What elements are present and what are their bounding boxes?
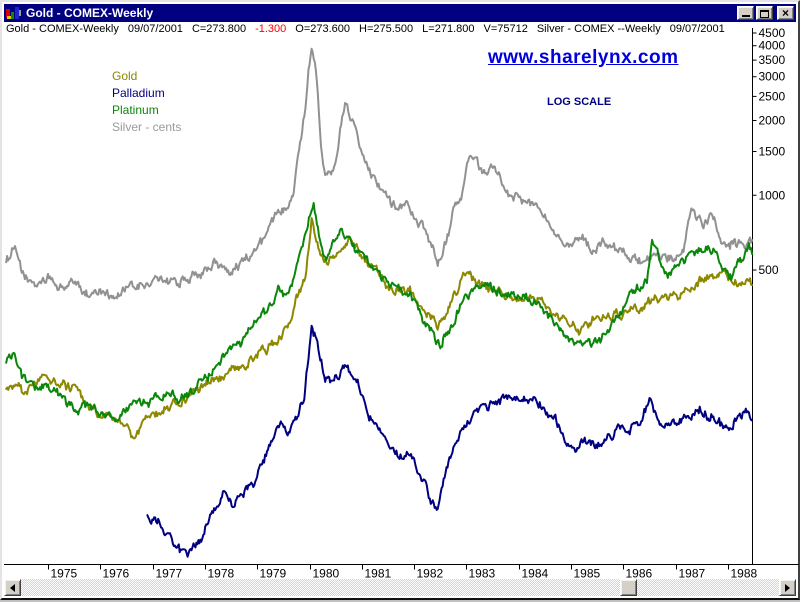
x-axis-label: 1983 (469, 567, 496, 581)
title-bar: Gold - COMEX-Weekly × (4, 4, 796, 22)
y-axis-label: 3500 (759, 53, 786, 67)
x-axis-label: 1981 (365, 567, 392, 581)
info-segment: 09/07/2001 (127, 23, 183, 35)
app-icon (6, 6, 22, 20)
arrow-left-icon (10, 583, 15, 592)
legend-item: Silver - cents (112, 120, 182, 134)
x-axis-label: 1976 (103, 567, 130, 581)
x-axis-label: 1978 (208, 567, 235, 581)
legend-item: Palladium (112, 86, 165, 100)
series-line-gold (5, 217, 754, 440)
x-axis-label: 1984 (522, 567, 549, 581)
scroll-left-button[interactable] (4, 579, 21, 596)
close-icon: × (781, 6, 789, 20)
x-axis-label: 1986 (626, 567, 653, 581)
y-axis-label: 2000 (759, 113, 786, 127)
x-axis-label: 1987 (679, 567, 706, 581)
minimize-button[interactable] (737, 6, 754, 20)
horizontal-scrollbar[interactable] (4, 579, 796, 596)
info-segment: Gold - COMEX-Weekly (6, 23, 119, 35)
y-axis-label: 3000 (759, 70, 786, 84)
series-line-silver-cents (5, 47, 754, 300)
x-axis-label: 1985 (574, 567, 601, 581)
info-segment: Silver - COMEX --Weekly (536, 23, 661, 35)
legend-item: Platinum (112, 103, 159, 117)
x-axis-label: 1982 (417, 567, 444, 581)
y-axis-label: 1500 (759, 145, 786, 159)
x-axis-label: 1975 (51, 567, 78, 581)
sharelynx-link[interactable]: www.sharelynx.com (488, 47, 679, 68)
x-axis-label: 1977 (156, 567, 183, 581)
chart-legend: Gold Palladium Platinum Silver - cents (112, 68, 181, 136)
scrollbar-thumb[interactable] (620, 579, 637, 596)
x-axis-label: 1980 (313, 567, 340, 581)
info-segment: 09/07/2001 (669, 23, 725, 35)
y-axis-label: 4500 (759, 26, 786, 40)
info-segment: -1.300 (255, 23, 287, 35)
info-segment: H=275.500 (359, 23, 414, 35)
window-title: Gold - COMEX-Weekly (26, 6, 154, 20)
info-segment: L=271.800 (422, 23, 475, 35)
x-axis-label: 1979 (260, 567, 287, 581)
y-axis-label: 500 (759, 263, 779, 277)
x-axis-label: 1988 (731, 567, 758, 581)
legend-item: Gold (112, 69, 138, 83)
window-controls: × (737, 6, 794, 20)
arrow-right-icon (785, 583, 790, 592)
minimize-icon (741, 15, 750, 17)
info-segment: O=273.600 (295, 23, 351, 35)
y-axis-label: 1000 (759, 188, 786, 202)
y-axis-label: 2500 (759, 89, 786, 103)
y-axis-label: 4000 (759, 39, 786, 53)
maximize-button[interactable] (756, 6, 773, 20)
scroll-right-button[interactable] (779, 579, 796, 596)
maximize-icon (760, 10, 769, 18)
series-line-palladium (146, 324, 754, 558)
info-segment: C=273.800 (191, 23, 247, 35)
close-button[interactable]: × (777, 6, 794, 20)
series-line-platinum (5, 202, 754, 423)
info-segment: V=75712 (483, 23, 528, 35)
quote-info-bar: Gold - COMEX-Weekly 09/07/2001 C=273.800 -1… (6, 23, 752, 37)
log-scale-label: LOG SCALE (547, 96, 612, 108)
